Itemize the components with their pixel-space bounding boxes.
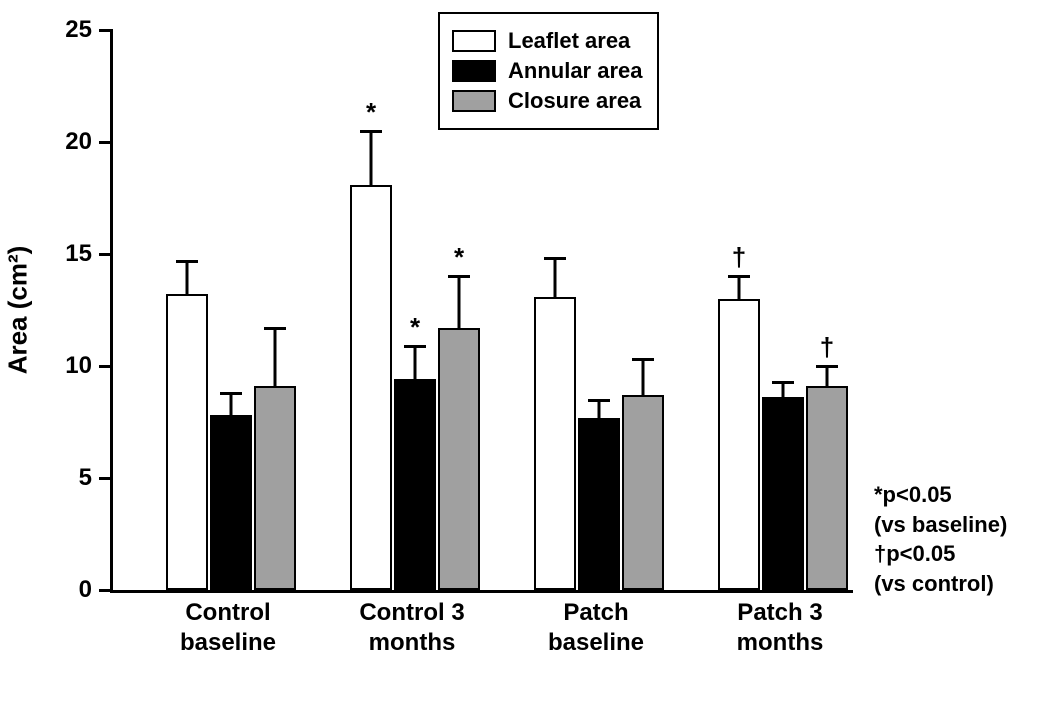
error-bar-cap xyxy=(176,260,198,263)
significance-marker: * xyxy=(454,244,464,270)
error-bar xyxy=(370,131,373,185)
error-bar-cap xyxy=(360,130,382,133)
error-bar-cap xyxy=(220,392,242,395)
error-bar-cap xyxy=(588,399,610,402)
x-tick-label: Control 3 months xyxy=(359,598,464,658)
y-tick-label: 10 xyxy=(32,352,92,380)
error-bar-cap xyxy=(544,257,566,260)
error-bar xyxy=(274,328,277,386)
x-tick-label: Patch 3 months xyxy=(737,598,824,658)
bar xyxy=(622,395,664,590)
error-bar-cap xyxy=(264,327,286,330)
legend-swatch xyxy=(452,60,496,82)
y-tick xyxy=(99,141,113,144)
bar xyxy=(254,386,296,590)
y-tick xyxy=(99,29,113,32)
y-tick-label: 20 xyxy=(32,128,92,156)
footnote-line: (vs control) xyxy=(874,569,1007,599)
bar xyxy=(578,418,620,590)
legend-swatch xyxy=(452,30,496,52)
legend-item: Leaflet area xyxy=(452,28,643,54)
error-bar-cap xyxy=(448,275,470,278)
significance-marker: * xyxy=(366,99,376,125)
error-bar-cap xyxy=(728,275,750,278)
error-bar xyxy=(782,382,785,398)
y-tick-label: 15 xyxy=(32,240,92,268)
x-tick-label: Patch baseline xyxy=(548,598,644,658)
legend-swatch xyxy=(452,90,496,112)
error-bar xyxy=(554,258,557,296)
legend-label: Leaflet area xyxy=(508,28,630,54)
error-bar xyxy=(642,359,645,395)
error-bar-cap xyxy=(632,358,654,361)
bar xyxy=(350,185,392,590)
footnote-line: *p<0.05 xyxy=(874,480,1007,510)
y-tick xyxy=(99,253,113,256)
significance-marker: † xyxy=(732,244,746,270)
bar xyxy=(166,294,208,590)
error-bar-cap xyxy=(816,365,838,368)
error-bar xyxy=(414,346,417,380)
error-bar xyxy=(738,276,741,298)
figure: Area (cm²) * * * † † Leaflet area Annular are… xyxy=(0,0,1050,720)
bar xyxy=(210,415,252,590)
legend: Leaflet area Annular area Closure area xyxy=(438,12,659,130)
x-tick-label: Control baseline xyxy=(180,598,276,658)
y-tick-label: 25 xyxy=(32,16,92,44)
footnote-line: (vs baseline) xyxy=(874,510,1007,540)
y-tick-label: 0 xyxy=(32,576,92,604)
error-bar xyxy=(230,393,233,415)
y-tick xyxy=(99,365,113,368)
y-tick xyxy=(99,477,113,480)
error-bar xyxy=(826,366,829,386)
error-bar-cap xyxy=(772,381,794,384)
significance-marker: * xyxy=(410,314,420,340)
error-bar xyxy=(458,276,461,328)
bar xyxy=(806,386,848,590)
error-bar xyxy=(598,400,601,418)
bar xyxy=(762,397,804,590)
y-tick-label: 5 xyxy=(32,464,92,492)
legend-label: Annular area xyxy=(508,58,643,84)
legend-item: Annular area xyxy=(452,58,643,84)
bar xyxy=(394,379,436,590)
error-bar-cap xyxy=(404,345,426,348)
bar xyxy=(534,297,576,590)
bar xyxy=(718,299,760,590)
bar xyxy=(438,328,480,590)
y-axis-label: Area (cm²) xyxy=(3,246,34,375)
significance-footnotes: *p<0.05(vs baseline)†p<0.05(vs control) xyxy=(874,480,1007,599)
legend-item: Closure area xyxy=(452,88,643,114)
significance-marker: † xyxy=(820,334,834,360)
legend-label: Closure area xyxy=(508,88,641,114)
y-tick xyxy=(99,589,113,592)
footnote-line: †p<0.05 xyxy=(874,539,1007,569)
error-bar xyxy=(186,261,189,295)
